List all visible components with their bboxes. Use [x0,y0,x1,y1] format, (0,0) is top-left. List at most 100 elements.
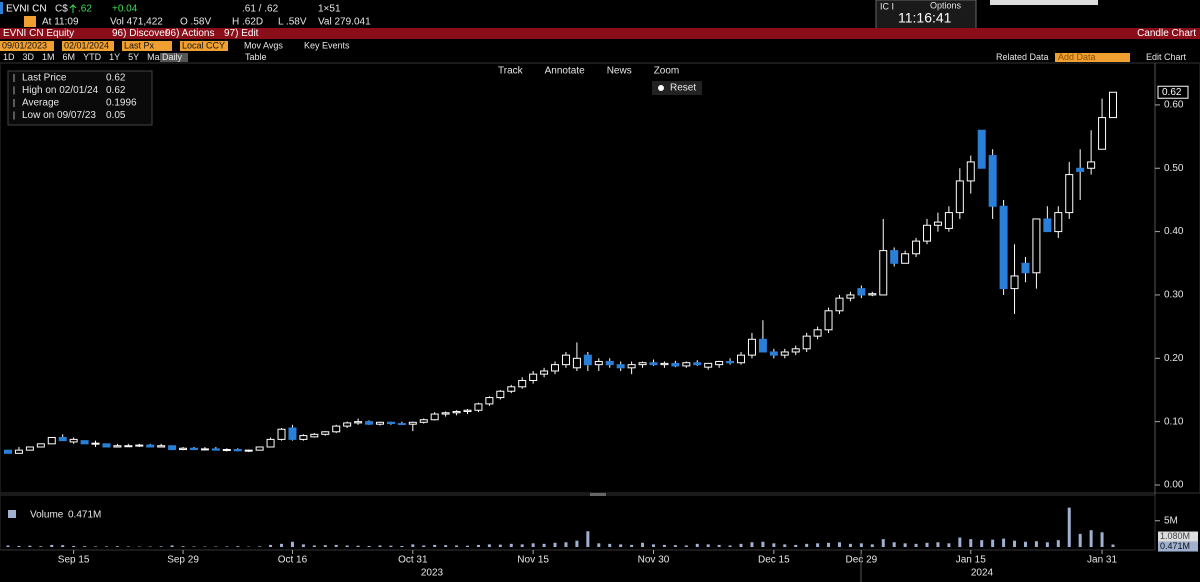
pane-splitter[interactable] [590,493,606,496]
volume-bar [728,545,732,547]
volume-ma-tag [1158,531,1198,542]
volume-bar [870,544,874,547]
last-price-tag [1157,85,1189,99]
toolbar-button[interactable]: Zoom [654,66,680,77]
discover-menu[interactable]: 96) Discover [112,28,169,39]
options-button[interactable]: Options [930,0,962,10]
candle-body [266,438,275,448]
mov-avgs[interactable]: Mov Avgs [244,40,283,50]
candle-body [868,293,877,296]
candle-body [419,419,428,423]
candle-body [365,421,374,425]
table-button[interactable]: Table [245,52,267,62]
candle-body [332,425,341,433]
legend-value: 0.05 [106,110,126,121]
candle-body [747,338,756,356]
clock-tab[interactable]: IC I [880,1,894,11]
last-price: .62 [78,4,92,15]
volume-tick-label: 5M [1164,515,1178,526]
period-button[interactable]: 5Y [128,52,139,62]
period-button[interactable]: 6M [63,52,76,62]
candle-body [375,421,384,425]
volume-bar [914,543,918,547]
x-tick-label: Nov 30 [638,555,670,566]
volume-bar [170,545,174,547]
volume-bar [980,540,984,547]
start-date-field[interactable] [0,41,54,51]
y-tick-label: 0.00 [1164,480,1184,491]
toolbar-button[interactable]: News [607,66,632,77]
volume-bar [892,542,896,547]
period-button[interactable]: Max [147,52,165,62]
volume-value-tag [1158,541,1198,552]
period-buttons: 1D 3D 1M 6M YTD 1Y 5Y Max [3,52,165,62]
period-button[interactable]: YTD [83,52,102,62]
period-button[interactable]: 1M [42,52,55,62]
period-button[interactable]: 3D [23,52,35,62]
volume-bar [881,539,885,547]
y-tick-label: 0.20 [1164,353,1184,364]
legend-value: 0.1996 [106,98,137,109]
candle-body [966,161,975,182]
volume-bar [619,544,623,547]
end-date-field[interactable] [62,41,114,51]
candle-body [704,362,713,368]
candle-body [879,250,888,296]
period-button[interactable]: 1Y [109,52,120,62]
candle-body [988,155,997,207]
volume-title: Volume [30,510,64,521]
x-tick-label: Nov 15 [517,555,549,566]
security[interactable]: EVNI CN Equity [3,28,74,39]
key-events[interactable]: Key Events [304,40,350,50]
y-tick-label: 0.30 [1164,290,1184,301]
volume-bar [684,545,688,547]
volume-bar [411,544,415,547]
volume-bar [564,542,568,547]
frequency-dropdown[interactable] [160,53,188,62]
candle-body [91,442,100,445]
volume-bar [1034,541,1038,547]
legend-value: 0.62 [106,73,126,84]
edit-chart[interactable]: Edit Chart [1146,52,1187,62]
currency: C$ [55,4,68,15]
candle-body [1054,212,1063,233]
volume-bar [706,544,710,547]
edit-menu[interactable]: 97) Edit [224,28,259,39]
volume-bar [181,546,185,547]
candle-body [485,397,494,405]
x-tick-label: Dec 29 [846,555,878,566]
volume-bar [739,543,743,547]
candle-body [955,180,964,214]
volume-bar [61,545,65,547]
volume-bar [805,543,809,547]
candle-body [769,351,778,356]
candle-body [1021,262,1030,274]
volume-bar [378,545,382,547]
field-dropdown[interactable] [122,41,172,51]
add-data-field[interactable] [1055,53,1130,62]
candle-body [452,411,461,414]
trade-time: At 11:09 [42,17,79,28]
volume-bar [969,539,973,547]
toolbar-button[interactable]: Annotate [545,66,585,77]
reset-button[interactable] [652,81,702,95]
actions-menu[interactable]: 96) Actions [165,28,214,39]
flag-icon [24,16,36,27]
candle-body [124,445,133,448]
volume-bar [958,537,962,547]
volume-bar [827,542,831,547]
candle-body [299,435,308,440]
currency-dropdown[interactable] [180,41,228,51]
candle-body [627,364,636,369]
window-strip [990,0,1098,5]
volume-bar [586,531,590,547]
menu-bar [0,28,1200,39]
add-data: Add Data [1058,52,1096,62]
candle-body [605,360,614,366]
candle-body [80,440,89,445]
candle-body [211,448,220,451]
related-data[interactable]: Related Data [996,52,1049,62]
header-marker [0,2,3,14]
period-button[interactable]: 1D [3,52,15,62]
toolbar-button[interactable]: Track [498,66,524,77]
